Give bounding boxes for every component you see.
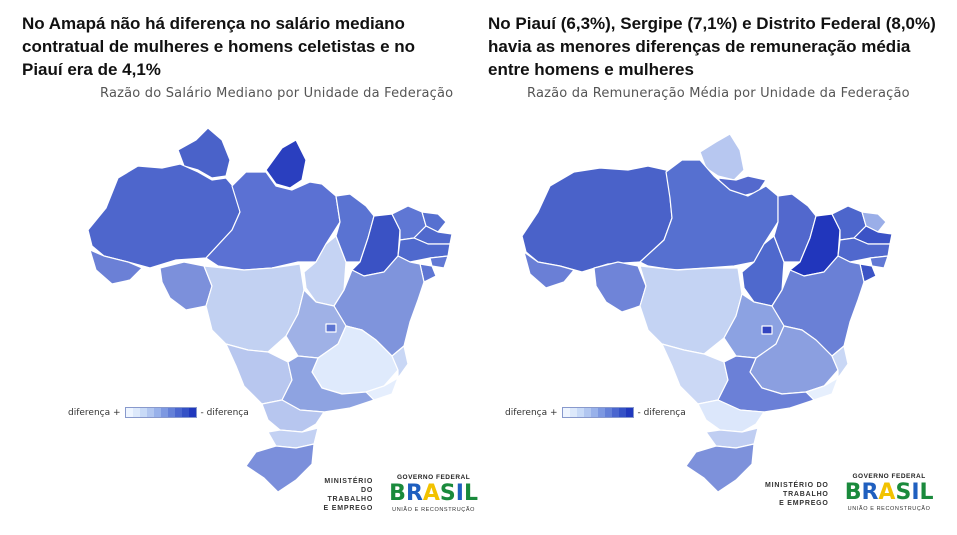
state-ac bbox=[89, 249, 143, 285]
ministry-line-3: E EMPREGO bbox=[779, 500, 829, 507]
right-brazil-map bbox=[521, 133, 893, 493]
legend-swatch bbox=[139, 408, 147, 417]
right-headline: No Piauí (6,3%), Sergipe (7,1%) e Distri… bbox=[488, 14, 936, 79]
legend-swatch bbox=[132, 408, 140, 417]
gov-top-text: GOVERNO FEDERAL bbox=[396, 473, 471, 481]
right-legend: diferença + - diferença bbox=[505, 407, 686, 418]
state-mt bbox=[639, 265, 743, 355]
state-rs bbox=[685, 443, 755, 493]
legend-swatch bbox=[167, 408, 175, 417]
legend-swatch bbox=[625, 408, 633, 417]
ministry-line-1: MINISTÉRIO DO bbox=[765, 482, 829, 489]
legend-swatch bbox=[174, 408, 182, 417]
state-ap bbox=[265, 139, 307, 189]
state-ms bbox=[661, 343, 729, 405]
left-map-title: Razão do Salário Mediano por Unidade da … bbox=[100, 86, 454, 101]
left-logos: MINISTÉRIO DO TRABALHO E EMPREGO GOVERNO… bbox=[313, 473, 478, 513]
state-rs bbox=[245, 443, 315, 493]
ministry-logo: MINISTÉRIO DO TRABALHO E EMPREGO bbox=[765, 481, 829, 508]
legend-swatch bbox=[590, 408, 598, 417]
gov-top-text: GOVERNO FEDERAL bbox=[852, 473, 926, 480]
left-brazil-map bbox=[87, 127, 453, 493]
state-es bbox=[831, 345, 849, 379]
state-ro bbox=[593, 261, 647, 313]
legend-swatch bbox=[160, 408, 168, 417]
state-ms bbox=[225, 343, 293, 405]
state-pe bbox=[397, 237, 451, 263]
legend-swatch bbox=[188, 408, 196, 417]
legend-swatch bbox=[618, 408, 626, 417]
state-df bbox=[325, 323, 337, 333]
legend-swatch bbox=[597, 408, 605, 417]
state-al bbox=[429, 255, 449, 269]
gov-bottom-text: UNIÃO E RECONSTRUÇÃO bbox=[847, 506, 931, 512]
state-rr bbox=[177, 127, 231, 179]
legend-swatch bbox=[125, 408, 133, 417]
gov-bottom-text: UNIÃO E RECONSTRUÇÃO bbox=[392, 506, 476, 513]
state-mt bbox=[203, 263, 305, 353]
right-panel: No Piauí (6,3%), Sergipe (7,1%) e Distri… bbox=[479, 0, 957, 535]
state-df bbox=[761, 325, 773, 335]
ministry-line-2: TRABALHO bbox=[327, 496, 374, 503]
state-es bbox=[391, 345, 409, 379]
legend-swatch bbox=[569, 408, 577, 417]
ministry-line-3: E EMPREGO bbox=[323, 505, 374, 512]
state-pr bbox=[697, 399, 765, 433]
state-ac bbox=[523, 251, 575, 289]
state-ro bbox=[159, 261, 213, 311]
left-legend-left-label: diferença + bbox=[68, 407, 121, 418]
state-al bbox=[869, 255, 889, 269]
legend-swatch bbox=[562, 408, 570, 417]
right-legend-scale bbox=[561, 407, 634, 418]
right-legend-right-label: - diferença bbox=[637, 407, 686, 418]
left-legend-right-label: - diferença bbox=[200, 407, 249, 418]
ministry-line-2: TRABALHO bbox=[783, 491, 829, 498]
legend-swatch bbox=[181, 408, 189, 417]
left-headline: No Amapá não há diferença no salário med… bbox=[22, 14, 416, 79]
right-logos: MINISTÉRIO DO TRABALHO E EMPREGO GOVERNO… bbox=[765, 473, 934, 512]
ministry-line-1: MINISTÉRIO DO bbox=[324, 478, 374, 494]
legend-swatch bbox=[146, 408, 154, 417]
left-legend-scale bbox=[124, 407, 197, 418]
ministry-logo: MINISTÉRIO DO TRABALHO E EMPREGO bbox=[313, 477, 373, 513]
state-pr bbox=[261, 399, 325, 433]
legend-swatch bbox=[576, 408, 584, 417]
legend-swatch bbox=[583, 408, 591, 417]
legend-swatch bbox=[153, 408, 161, 417]
legend-swatch bbox=[611, 408, 619, 417]
left-legend: diferença + - diferença bbox=[68, 407, 249, 418]
state-pe bbox=[837, 237, 891, 263]
left-panel: No Amapá não há diferença no salário med… bbox=[0, 0, 478, 535]
right-map-title: Razão da Remuneração Média por Unidade d… bbox=[527, 86, 910, 101]
right-legend-left-label: diferença + bbox=[505, 407, 558, 418]
legend-swatch bbox=[604, 408, 612, 417]
